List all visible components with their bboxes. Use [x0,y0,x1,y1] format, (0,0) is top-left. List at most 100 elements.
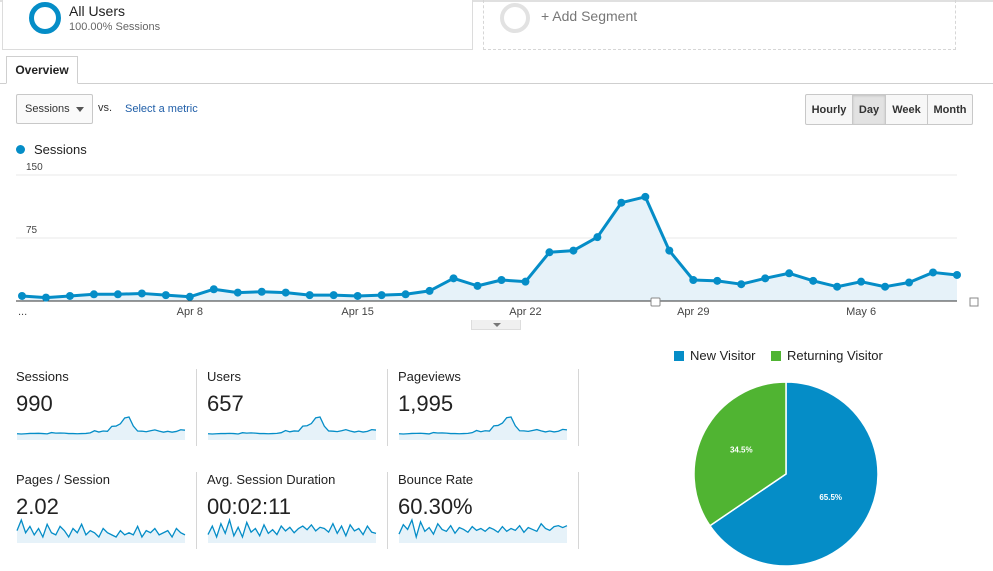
sparkline-line [398,416,568,435]
day-button[interactable]: Day [852,94,886,125]
data-point [497,276,506,284]
pie-legend-returning-visitor: Returning Visitor [771,348,883,363]
metric-dropdown[interactable]: Sessions [16,94,93,124]
data-point [617,198,626,207]
data-point [665,246,674,255]
scorecard-value: 2.02 [16,494,59,519]
caret-down-icon [493,323,501,327]
scorecard-pages-per-session[interactable]: Pages / Session 2.02 [16,472,196,550]
month-button[interactable]: Month [927,94,973,125]
data-point [185,292,194,301]
sessions-area [22,196,957,301]
sparkline [398,416,568,440]
data-point [137,289,146,298]
data-point [641,192,650,201]
sparkline [16,518,186,543]
pie-legend-label: New Visitor [690,348,756,363]
sparkline-line [207,518,377,539]
data-point [257,287,266,296]
data-point [689,276,698,284]
tab-overview[interactable]: Overview [6,56,78,84]
data-point [281,288,290,297]
data-point [425,286,434,295]
sparkline [16,416,186,440]
caret-down-icon [76,107,84,112]
collapse-chart-handle[interactable] [471,320,521,330]
sparkline-area [17,520,185,543]
data-point [737,280,746,289]
scorecard-pageviews[interactable]: Pageviews 1,995 [398,369,578,447]
data-point [593,233,602,242]
scorecard-label: Sessions [16,369,69,384]
sessions-legend-label: Sessions [34,142,87,157]
add-segment-button[interactable]: + Add Segment [483,0,956,50]
pie-slice [693,381,787,527]
data-point [761,274,770,283]
data-point [521,277,530,286]
sessions-line-chart: 150 75... Apr 8 Apr 15 Apr 22 Apr 29 May 6 [16,162,979,318]
chart-menu-icon [969,297,979,307]
week-button[interactable]: Week [885,94,928,125]
add-segment-label: + Add Segment [541,8,638,24]
scorecard-users[interactable]: Users 657 [207,369,387,447]
sparkline-line [16,416,186,435]
segment-all-users[interactable]: All Users 100.00% Sessions [2,0,473,50]
data-point [809,276,818,285]
data-point [545,248,554,257]
scorecard-label: Users [207,369,241,384]
data-point [161,291,170,300]
data-point [857,277,866,286]
sparkline [207,416,377,440]
scorecard-label: Avg. Session Duration [207,472,336,487]
data-point [473,281,482,290]
data-point [377,291,386,300]
data-point [953,270,961,279]
data-point [329,291,338,300]
sparkline-line [16,518,186,539]
scorecard-label: Pages / Session [16,472,110,487]
legend-swatch [674,350,684,361]
data-point [785,269,794,278]
pie-slice-label: 34.5% [730,445,753,454]
legend-swatch [771,350,781,361]
hourly-button[interactable]: Hourly [805,94,853,125]
scorecard-value: 1,995 [398,391,454,416]
select-metric-link[interactable]: Select a metric [125,103,198,115]
scorecard-divider [578,369,579,446]
data-point [401,290,410,299]
vs-label: vs. [98,102,113,114]
scorecard-divider [387,472,388,549]
x-tick-label: Apr 22 [509,306,541,318]
x-tick-label: Apr 8 [177,306,203,318]
segment-circle-icon [29,2,61,34]
pie-slice [708,381,879,567]
x-tick-label: ... [18,306,27,318]
data-point [209,285,218,294]
pie-legend-new-visitor: New Visitor [674,348,756,363]
scorecard-divider [196,472,197,549]
data-point [305,291,314,300]
segment-subtitle: 100.00% Sessions [69,21,161,33]
scorecard-label: Bounce Rate [398,472,474,487]
pie-slice-label: 65.5% [819,493,842,502]
data-point [113,290,122,299]
data-point [569,246,578,255]
pie-legend-label: Returning Visitor [787,348,883,363]
segment-title: All Users [69,3,126,19]
scorecard-sessions[interactable]: Sessions 990 [16,369,196,447]
x-tick-label: Apr 29 [677,306,709,318]
sessions-line [21,195,958,300]
sparkline-area [208,417,376,440]
scorecard-divider [196,369,197,446]
sparkline [398,518,568,543]
scorecard-bounce-rate[interactable]: Bounce Rate 60.30% [398,472,578,550]
x-tick-label: Apr 15 [341,306,373,318]
annotation-icon [650,297,661,307]
y-tick-label: 150 [26,162,43,173]
sparkline-area [399,417,567,440]
sparkline-area [399,520,567,543]
data-point [233,288,242,297]
scorecard-avg-session-duration[interactable]: Avg. Session Duration 00:02:11 [207,472,387,550]
scorecard-label: Pageviews [398,369,461,384]
data-point [89,290,98,299]
